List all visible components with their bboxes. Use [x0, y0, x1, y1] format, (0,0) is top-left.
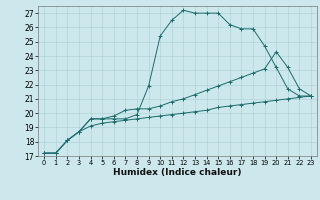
X-axis label: Humidex (Indice chaleur): Humidex (Indice chaleur): [113, 168, 242, 177]
